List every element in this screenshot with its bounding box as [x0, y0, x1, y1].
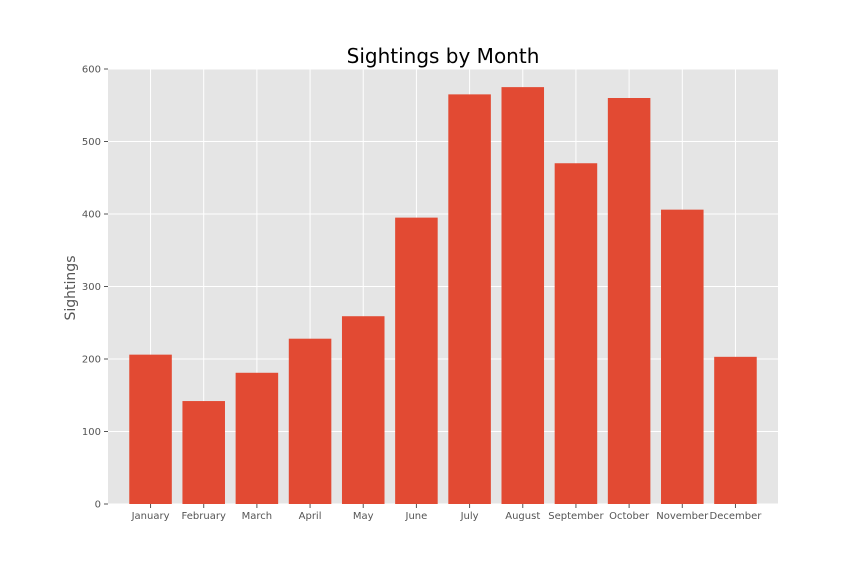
bars — [129, 87, 757, 504]
bar-june — [395, 217, 438, 504]
x-tick-label-november: November — [656, 511, 709, 522]
y-tick-label: 500 — [82, 137, 101, 148]
x-tick-label-june: June — [405, 511, 428, 522]
x-tick-label-july: July — [460, 511, 479, 522]
bar-october — [607, 98, 651, 504]
y-tick-label: 600 — [82, 65, 101, 76]
y-axis-ticks: 0 100 200 300 400 500 600 — [82, 65, 108, 511]
bar-january — [129, 354, 172, 504]
x-axis-ticks: January February March April May June July Augu… — [131, 504, 763, 522]
x-tick-label-april: April — [299, 511, 322, 522]
y-tick-label: 100 — [82, 427, 101, 438]
bar-september — [554, 163, 598, 504]
x-tick-label-february: February — [182, 511, 226, 522]
x-tick-label-march: March — [242, 511, 272, 522]
y-tick-label: 300 — [82, 282, 101, 293]
bar-march — [235, 372, 279, 504]
x-tick-label-october: October — [609, 511, 650, 522]
bar-july — [448, 94, 491, 504]
x-tick-label-december: December — [710, 511, 763, 522]
bar-august — [501, 87, 545, 504]
y-tick-label: 400 — [82, 210, 101, 221]
x-tick-label-may: May — [353, 511, 374, 522]
bar-december — [714, 356, 757, 504]
y-tick-label: 0 — [95, 500, 101, 511]
y-tick-label: 200 — [82, 355, 101, 366]
y-axis-label: Sightings — [63, 256, 79, 321]
x-tick-label-january: January — [131, 511, 170, 522]
bar-may — [341, 316, 385, 504]
bar-april — [288, 338, 332, 504]
bar-february — [182, 401, 225, 504]
chart-title: Sightings by Month — [347, 44, 540, 68]
x-tick-label-august: August — [505, 511, 540, 522]
x-tick-label-september: September — [548, 511, 604, 522]
bar-november — [661, 209, 704, 504]
